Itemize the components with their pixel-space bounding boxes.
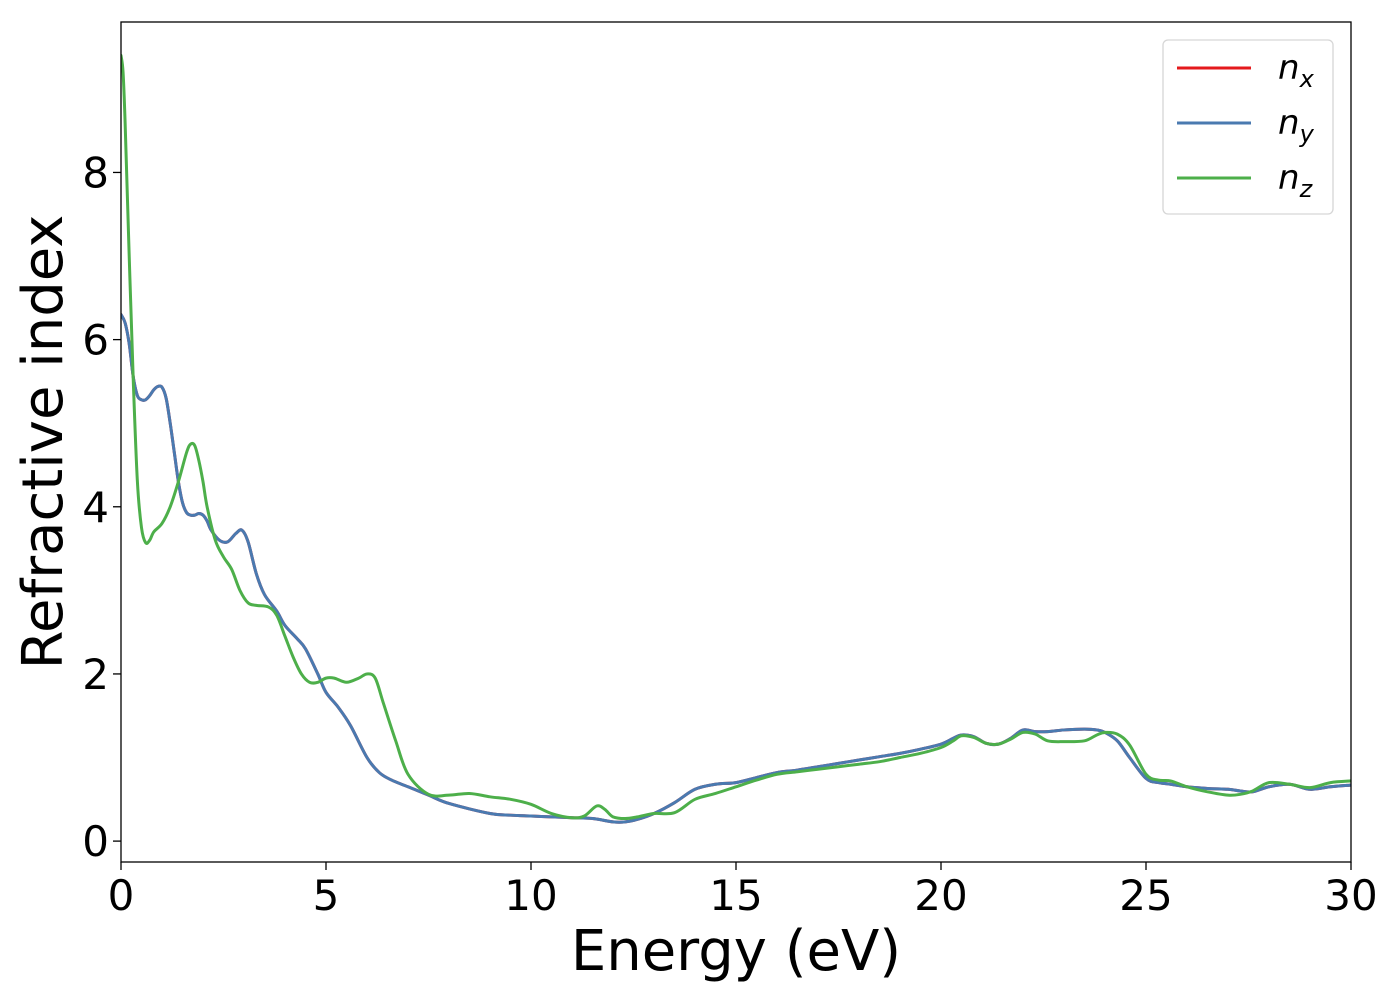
legend-label: nz [1278,158,1314,203]
x-tick-label: 0 [108,871,135,920]
x-axis-label: Energy (eV) [571,919,901,984]
axes: 0 5 10 15 20 25 30 0 2 4 6 8 [82,21,1378,920]
legend-label-sub: x [1299,65,1315,93]
legend-label-sub: z [1299,175,1314,203]
legend-label-main: n [1278,103,1300,143]
legend-entry-z: nz [1177,158,1314,203]
x-tick-label: 30 [1324,871,1377,920]
y-tick-label: 4 [82,483,109,532]
series-line-z [121,53,1351,821]
x-tick-label: 10 [504,871,557,920]
legend-label-sub: y [1299,120,1315,148]
series-line-y [121,313,1351,824]
y-tick-label: 6 [82,316,109,365]
y-axis-label: Refractive index [11,215,76,670]
legend-label-main: n [1278,158,1300,198]
plot-area [121,53,1351,824]
series-lines [121,53,1351,824]
legend-box [1162,39,1334,215]
y-tick-label: 2 [82,650,109,699]
x-tick-label: 20 [914,871,967,920]
series-line-x [121,313,1351,824]
legend-entry-x: nx [1177,48,1315,93]
legend-entry-y: ny [1177,103,1315,148]
legend-label: ny [1278,103,1315,148]
x-tick-label: 25 [1119,871,1172,920]
y-tick-label: 0 [82,817,109,866]
legend-label-main: n [1278,48,1300,88]
x-tick-label: 15 [709,871,762,920]
x-tick-label: 5 [313,871,340,920]
legend-label: nx [1278,48,1315,93]
y-tick-label: 8 [82,148,109,197]
